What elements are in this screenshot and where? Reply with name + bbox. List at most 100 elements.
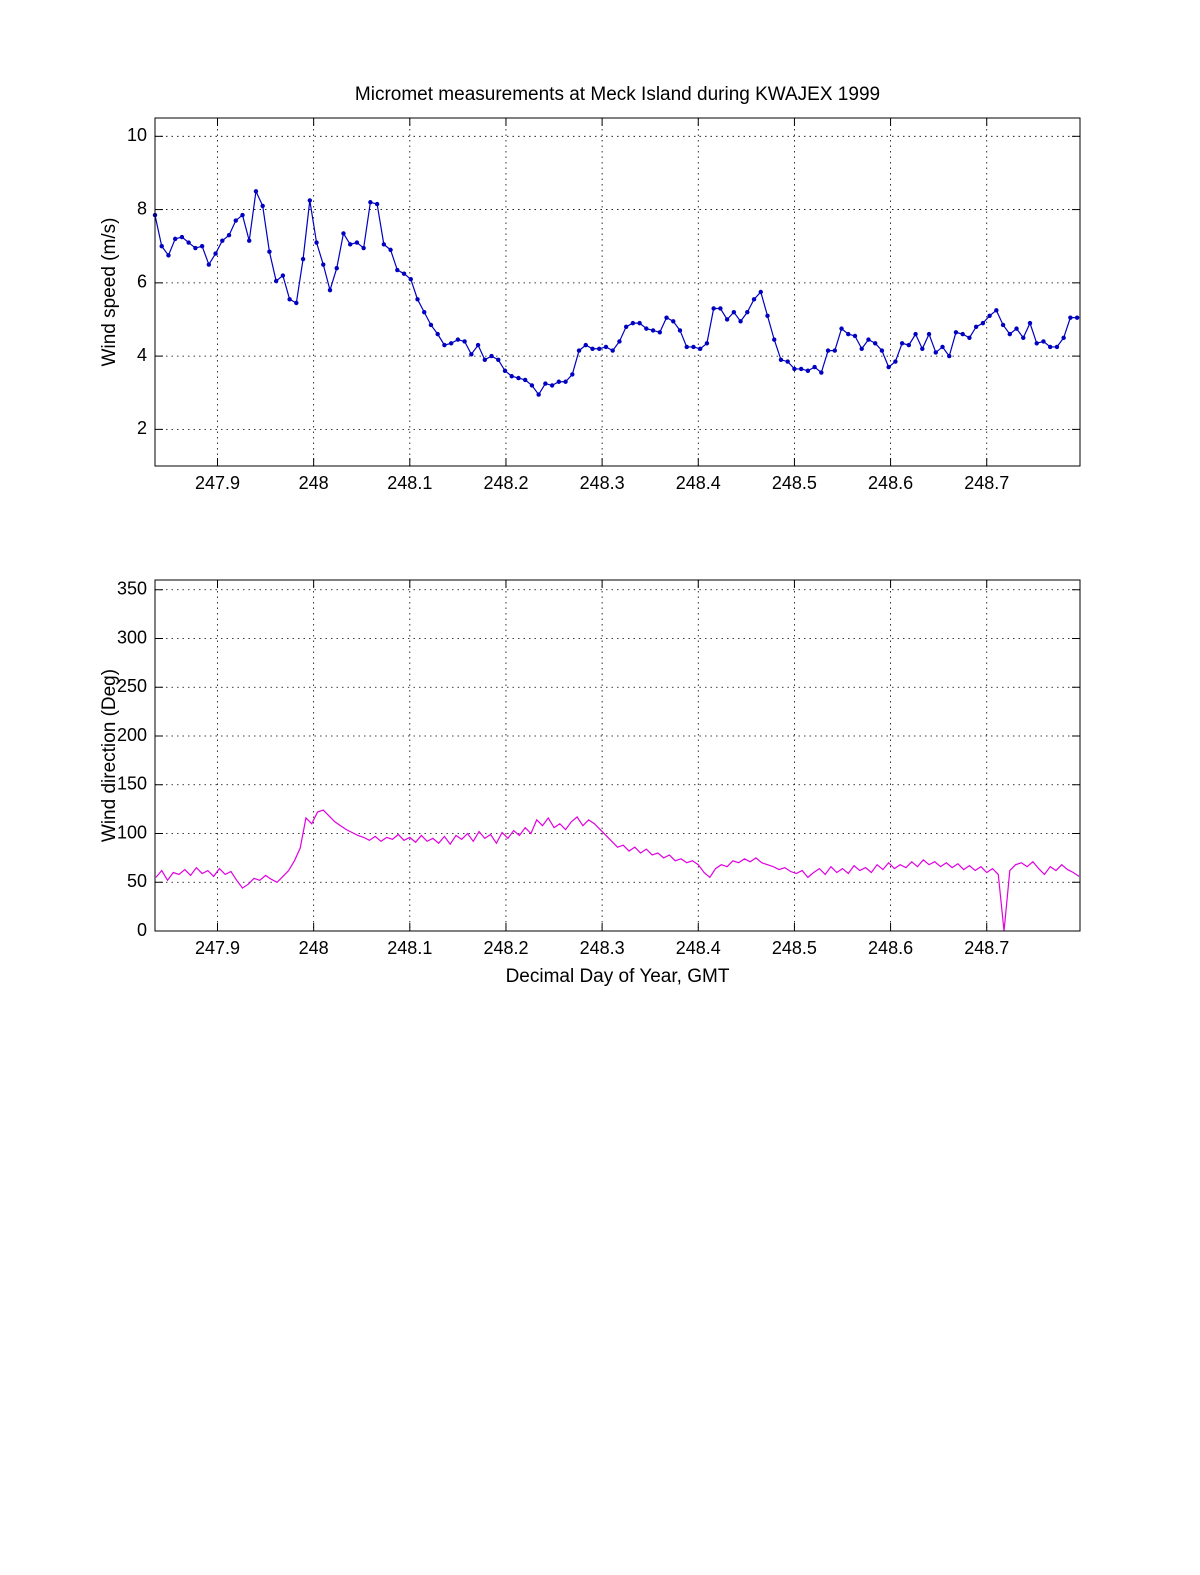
data-point	[401, 271, 407, 276]
axes-frame	[154, 579, 1081, 932]
data-point	[307, 198, 313, 203]
data-point	[819, 370, 824, 375]
data-point	[1041, 339, 1046, 344]
data-point	[549, 383, 555, 388]
x-tick-label: 248	[299, 473, 329, 493]
x-tick-label: 248.6	[868, 473, 913, 493]
data-point	[442, 342, 447, 348]
data-point	[509, 374, 514, 379]
data-point	[388, 247, 393, 253]
data-point	[1007, 331, 1013, 337]
chart-title: Micromet measurements at Meck Island dur…	[355, 84, 880, 105]
data-point	[872, 341, 878, 346]
data-point	[859, 346, 864, 351]
data-point	[1047, 344, 1053, 350]
data-point	[1061, 335, 1066, 340]
data-point	[496, 357, 501, 362]
data-point	[731, 309, 737, 315]
data-point	[455, 337, 461, 342]
y-tick-label: 2	[137, 418, 147, 438]
data-point	[213, 251, 218, 256]
data-point	[832, 348, 838, 353]
data-point	[852, 333, 858, 339]
data-point	[893, 359, 898, 364]
data-point	[502, 368, 508, 373]
data-point	[644, 326, 649, 331]
data-point	[570, 372, 575, 377]
data-point	[617, 339, 622, 344]
y-tick-label: 50	[127, 871, 147, 891]
data-point	[193, 245, 198, 251]
y-tick-label: 250	[117, 676, 147, 696]
x-tick-label: 248.7	[964, 473, 1009, 493]
data-point	[697, 346, 703, 351]
data-point	[186, 240, 191, 245]
data-point	[994, 308, 999, 313]
data-point	[758, 289, 763, 295]
data-point	[718, 306, 723, 311]
data-point	[704, 341, 710, 346]
data-point	[987, 313, 992, 319]
data-point	[482, 357, 488, 362]
data-point	[866, 337, 871, 342]
data-point	[408, 276, 413, 282]
x-tick-label: 248.4	[676, 938, 721, 958]
data-point	[650, 328, 656, 333]
data-point	[590, 346, 595, 351]
data-point	[294, 300, 299, 306]
data-point	[159, 244, 164, 249]
data-point	[273, 278, 279, 284]
data-point	[172, 236, 178, 242]
data-point	[886, 364, 891, 370]
data-line	[154, 189, 1078, 396]
data-point	[563, 379, 568, 384]
x-tick-label: 247.9	[195, 473, 240, 493]
data-point	[785, 359, 790, 364]
data-point	[960, 331, 965, 337]
data-point	[395, 267, 400, 273]
data-point	[247, 238, 252, 243]
data-point	[906, 342, 912, 348]
data-point	[300, 256, 306, 262]
data-point	[1034, 341, 1039, 346]
data-point	[778, 357, 784, 362]
y-tick-label: 200	[117, 725, 147, 745]
data-point	[846, 331, 851, 337]
x-axis-label: Decimal Day of Year, GMT	[506, 966, 730, 987]
y-tick-label: 8	[137, 198, 147, 218]
data-point	[610, 348, 615, 353]
data-point	[940, 344, 945, 350]
data-point	[839, 326, 844, 331]
data-point	[280, 273, 286, 278]
data-point	[267, 249, 272, 254]
x-tick-label: 248	[299, 938, 329, 958]
x-tick-label: 248.1	[387, 938, 432, 958]
data-point	[233, 218, 238, 223]
data-point	[1068, 315, 1073, 320]
data-point	[576, 348, 582, 353]
data-point	[321, 262, 326, 267]
data-point	[772, 337, 777, 342]
data-point	[260, 203, 265, 209]
data-point	[913, 331, 918, 337]
x-tick-label: 248.6	[868, 938, 913, 958]
data-point	[1021, 335, 1026, 340]
y-axis-label: Wind speed (m/s)	[99, 218, 120, 367]
data-point	[973, 324, 979, 329]
data-point	[556, 379, 562, 384]
data-point	[745, 309, 750, 315]
axes-frame	[154, 117, 1081, 467]
data-point	[536, 392, 541, 397]
data-point	[792, 366, 797, 372]
data-point	[462, 339, 467, 344]
data-point	[374, 201, 380, 207]
data-point	[226, 233, 232, 238]
y-tick-label: 0	[137, 920, 147, 940]
data-point	[751, 297, 757, 302]
x-tick-label: 248.1	[387, 473, 432, 493]
data-point	[347, 242, 353, 247]
x-tick-label: 248.4	[676, 473, 721, 493]
data-point	[691, 344, 696, 350]
